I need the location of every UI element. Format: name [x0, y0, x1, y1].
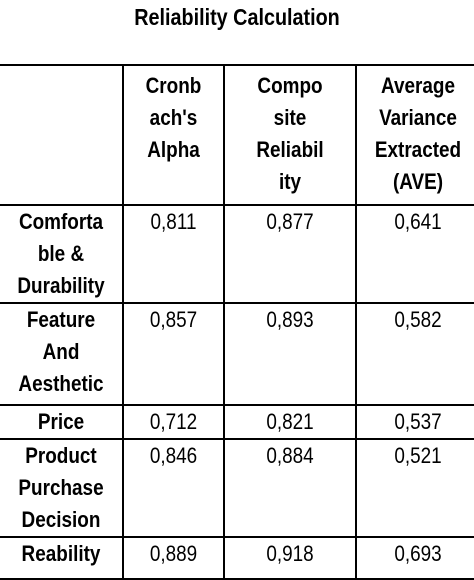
row-label-cell: Price [0, 404, 124, 440]
header-cell-cronbachs-alpha: Cronb ach's Alpha [122, 64, 225, 206]
row-label-cell: Product Purchase Decision [0, 438, 124, 538]
value-cell: 0,641 [355, 204, 474, 304]
page-title: Reliability Calculation [134, 4, 340, 30]
table-row: Product Purchase Decision 0,846 0,884 0,… [0, 438, 474, 538]
value-cell: 0,712 [122, 404, 225, 440]
header-cell-ave: Average Variance Extracted (AVE) [355, 64, 474, 206]
value-cell: 0,893 [223, 302, 357, 406]
header-cell-empty [0, 64, 124, 206]
row-label-cell: Comforta ble & Durability [0, 204, 124, 304]
value-cell: 0,811 [122, 204, 225, 304]
value-cell: 0,521 [355, 438, 474, 538]
table-header-row: Cronb ach's Alpha Compo site Reliabil it… [0, 64, 474, 206]
value-cell: 0,857 [122, 302, 225, 406]
table-row: Feature And Aesthetic 0,857 0,893 0,582 [0, 302, 474, 406]
value-cell: 0,846 [122, 438, 225, 538]
header-cell-composite-reliability: Compo site Reliabil ity [223, 64, 357, 206]
value-cell: 0,821 [223, 404, 357, 440]
value-cell: 0,884 [223, 438, 357, 538]
table-row: Comforta ble & Durability 0,811 0,877 0,… [0, 204, 474, 304]
value-cell: 0,582 [355, 302, 474, 406]
row-label-cell: Reability [0, 536, 124, 580]
value-cell: 0,693 [355, 536, 474, 580]
value-cell: 0,889 [122, 536, 225, 580]
value-cell: 0,918 [223, 536, 357, 580]
table-row: Price 0,712 0,821 0,537 [0, 404, 474, 440]
row-label-cell: Feature And Aesthetic [0, 302, 124, 406]
value-cell: 0,537 [355, 404, 474, 440]
table-row: Reability 0,889 0,918 0,693 [0, 536, 474, 580]
reliability-table: Cronb ach's Alpha Compo site Reliabil it… [0, 64, 474, 580]
value-cell: 0,877 [223, 204, 357, 304]
